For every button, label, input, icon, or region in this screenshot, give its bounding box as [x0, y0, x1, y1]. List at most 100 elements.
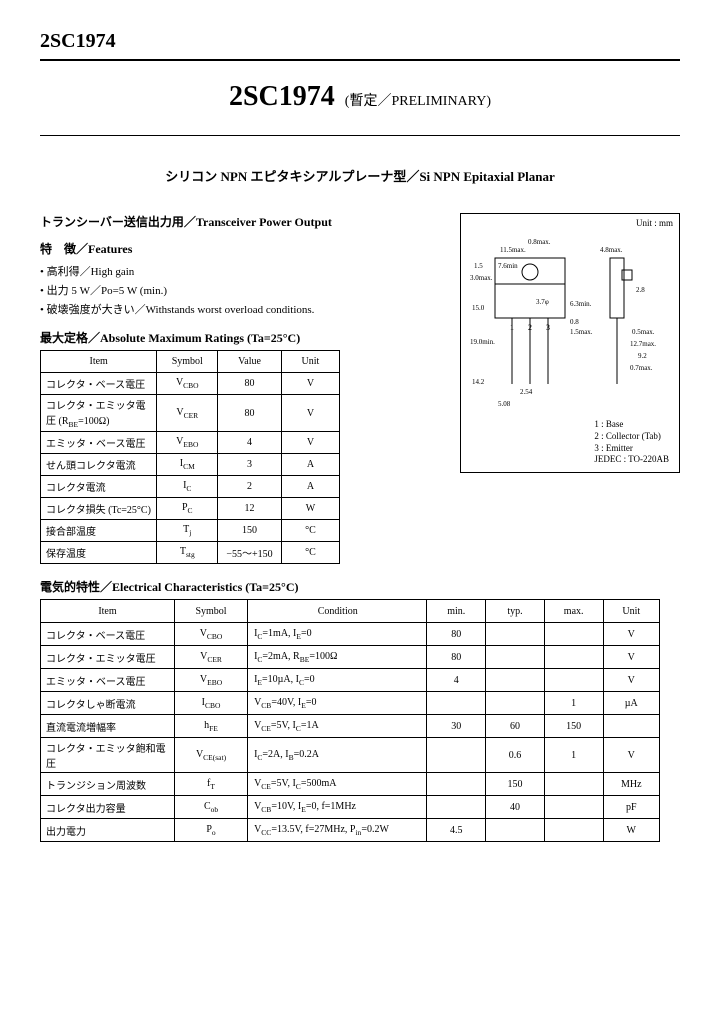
legend-line: 1 : Base: [594, 419, 669, 431]
table-row: コレクタ損失 (Tc=25°C)PC12W: [41, 498, 340, 520]
cell-typ: [486, 623, 545, 646]
cell-typ: 0.6: [486, 738, 545, 773]
svg-text:1.5max.: 1.5max.: [570, 328, 593, 336]
cell-typ: 150: [486, 773, 545, 796]
table-row: 直流電流増幅率hFEVCE=5V, IC=1A3060150: [41, 715, 660, 738]
cell-typ: 40: [486, 796, 545, 819]
cell-symbol: Po: [174, 819, 247, 842]
svg-text:11.5max.: 11.5max.: [500, 246, 526, 254]
cell-condition: IC=1mA, IE=0: [248, 623, 427, 646]
cell-item: 保存温度: [41, 542, 157, 564]
svg-text:6.3min.: 6.3min.: [570, 300, 592, 308]
cell-symbol: Cob: [174, 796, 247, 819]
cell-unit: V: [603, 646, 660, 669]
cell-value: 80: [218, 395, 282, 432]
diagram-unit: Unit : mm: [636, 218, 673, 228]
th-max: max.: [544, 600, 603, 623]
cell-item: コレクタしゃ断電流: [41, 692, 175, 715]
features-heading: 特 徴／Features: [40, 240, 446, 257]
svg-text:2: 2: [528, 323, 532, 332]
cell-item: コレクタ・ベース電圧: [41, 623, 175, 646]
cell-item: コレクタ・エミッタ飽和電圧: [41, 738, 175, 773]
cell-symbol: VCBO: [157, 373, 218, 395]
cell-unit: V: [603, 669, 660, 692]
cell-max: 1: [544, 738, 603, 773]
cell-unit: V: [281, 395, 339, 432]
features-list: • 高利得／High gain • 出力 5 W／Po=5 W (min.) •…: [40, 263, 446, 317]
svg-text:4.8max.: 4.8max.: [600, 246, 623, 254]
svg-text:19.0min.: 19.0min.: [470, 338, 495, 346]
svg-text:3.7φ: 3.7φ: [536, 298, 549, 306]
svg-text:1.5: 1.5: [474, 262, 483, 270]
cell-unit: A: [281, 454, 339, 476]
cell-condition: VCE=5V, IC=500mA: [248, 773, 427, 796]
cell-max: [544, 646, 603, 669]
cell-typ: [486, 646, 545, 669]
cell-min: 80: [427, 623, 486, 646]
svg-text:7.6min: 7.6min: [498, 262, 518, 270]
cell-min: [427, 692, 486, 715]
cell-value: 3: [218, 454, 282, 476]
cell-condition: IC=2A, IB=0.2A: [248, 738, 427, 773]
cell-item: 接合部温度: [41, 520, 157, 542]
ratings-title: 最大定格／Absolute Maximum Ratings (Ta=25°C): [40, 329, 446, 346]
cell-condition: VCC=13.5V, f=27MHz, Pin=0.2W: [248, 819, 427, 842]
cell-item: 直流電流増幅率: [41, 715, 175, 738]
cell-min: [427, 738, 486, 773]
cell-symbol: hFE: [174, 715, 247, 738]
cell-condition: IC=2mA, RBE=100Ω: [248, 646, 427, 669]
table-row: コレクタ出力容量CobVCB=10V, IE=0, f=1MHz40pF: [41, 796, 660, 819]
cell-unit: [603, 715, 660, 738]
cell-condition: VCB=10V, IE=0, f=1MHz: [248, 796, 427, 819]
cell-max: [544, 623, 603, 646]
title-subtitle: (暫定／PRELIMINARY): [345, 94, 491, 109]
pin-legend: 1 : Base 2 : Collector (Tab) 3 : Emitter…: [594, 419, 669, 466]
th-unit: Unit: [603, 600, 660, 623]
cell-max: [544, 819, 603, 842]
cell-symbol: fT: [174, 773, 247, 796]
table-row: 出力電力PoVCC=13.5V, f=27MHz, Pin=0.2W4.5W: [41, 819, 660, 842]
cell-symbol: Tstg: [157, 542, 218, 564]
feature-item: • 出力 5 W／Po=5 W (min.): [40, 282, 446, 298]
cell-unit: V: [281, 432, 339, 454]
feature-item: • 高利得／High gain: [40, 263, 446, 279]
cell-unit: W: [281, 498, 339, 520]
cell-typ: 60: [486, 715, 545, 738]
cell-typ: [486, 669, 545, 692]
page-header-part: 2SC1974: [40, 30, 680, 61]
cell-symbol: VCER: [157, 395, 218, 432]
title-row: 2SC1974 (暫定／PRELIMINARY): [40, 81, 680, 136]
cell-unit: MHz: [603, 773, 660, 796]
svg-text:0.5max.: 0.5max.: [632, 328, 655, 336]
table-row: せん頭コレクタ電流ICM3A: [41, 454, 340, 476]
svg-text:9.2: 9.2: [638, 352, 647, 360]
cell-unit: µA: [603, 692, 660, 715]
cell-min: 80: [427, 646, 486, 669]
svg-text:12.7max.: 12.7max.: [630, 340, 656, 348]
cell-unit: W: [603, 819, 660, 842]
package-outline-icon: 1 2 3 11.5max. 0.8max. 7.6min 1.5 3.0max…: [470, 234, 670, 434]
table-row: エミッタ・ベース電圧VEBO4V: [41, 432, 340, 454]
legend-line: JEDEC : TO-220AB: [594, 454, 669, 466]
cell-min: [427, 773, 486, 796]
table-row: エミッタ・ベース電圧VEBOIE=10µA, IC=04V: [41, 669, 660, 692]
cell-unit: V: [603, 738, 660, 773]
th-condition: Condition: [248, 600, 427, 623]
svg-text:0.7max.: 0.7max.: [630, 364, 653, 372]
device-type-subtitle: シリコン NPN エピタキシアルプレーナ型／Si NPN Epitaxial P…: [40, 166, 680, 185]
cell-item: エミッタ・ベース電圧: [41, 432, 157, 454]
cell-item: トランジション周波数: [41, 773, 175, 796]
cell-max: 1: [544, 692, 603, 715]
th-symbol: Symbol: [174, 600, 247, 623]
cell-max: [544, 796, 603, 819]
svg-text:15.0: 15.0: [472, 304, 485, 312]
legend-line: 3 : Emitter: [594, 443, 669, 455]
cell-value: 12: [218, 498, 282, 520]
cell-symbol: Tj: [157, 520, 218, 542]
cell-unit: °C: [281, 520, 339, 542]
cell-item: コレクタ出力容量: [41, 796, 175, 819]
cell-unit: V: [281, 373, 339, 395]
cell-item: コレクタ・ベース電圧: [41, 373, 157, 395]
table-row: コレクタ・エミッタ飽和電圧VCE(sat)IC=2A, IB=0.2A0.61V: [41, 738, 660, 773]
cell-item: エミッタ・ベース電圧: [41, 669, 175, 692]
